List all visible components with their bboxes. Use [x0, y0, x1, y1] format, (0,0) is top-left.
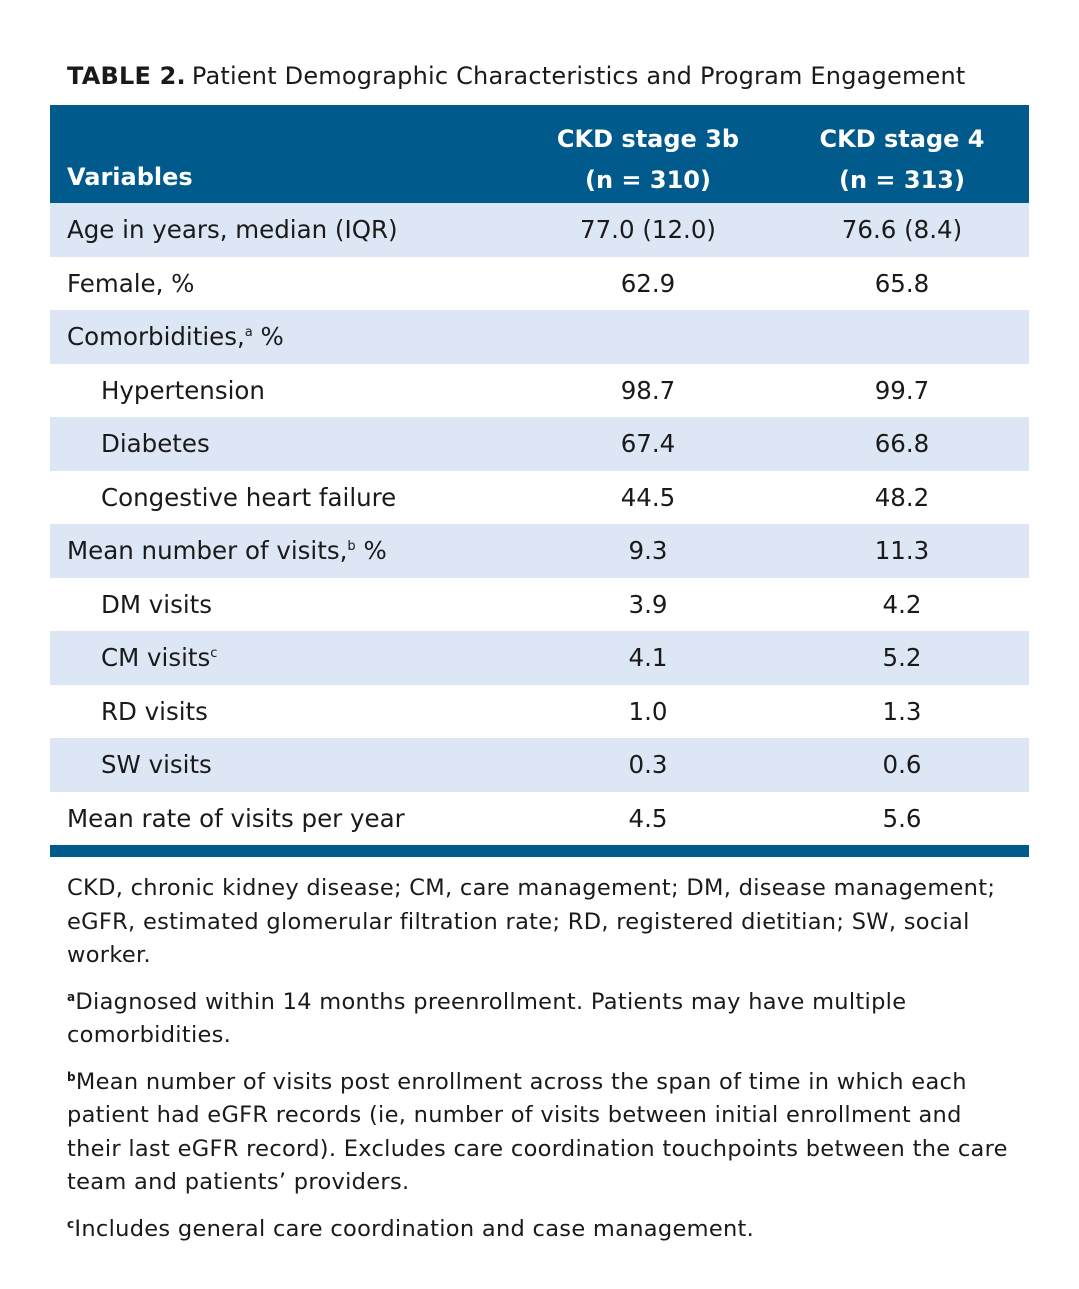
- footnote-text: Mean number of visits post enrollment ac…: [67, 1068, 1008, 1196]
- row-label-cell: RD visits: [50, 697, 521, 726]
- row-label-cell: SW visits: [50, 750, 521, 779]
- table-row: Age in years, median (IQR) 77.0 (12.0) 76.…: [50, 203, 1029, 257]
- header-cell: Variables: [50, 163, 521, 203]
- cell-value: 76.6 (8.4): [841, 215, 963, 245]
- cell-value: 77.0 (12.0): [579, 215, 716, 245]
- cell-value: 99.7: [874, 375, 930, 405]
- row-label: SW visits: [101, 750, 212, 780]
- cell-value: 62.9: [620, 268, 676, 298]
- row-unit: %: [363, 536, 387, 566]
- cell-value: 11.3: [874, 536, 930, 566]
- cell-value: 98.7: [620, 375, 676, 405]
- cell-value: 1.0: [628, 696, 668, 726]
- cell-value: 66.8: [874, 429, 930, 459]
- row-label-cell: CM visitsc: [50, 643, 521, 672]
- cell-value: 44.5: [620, 482, 676, 512]
- cell-value: 5.2: [882, 643, 922, 673]
- table-row: Mean number of visits,b % 9.3 11.3: [50, 524, 1029, 578]
- table-row: SW visits 0.3 0.6: [50, 738, 1029, 792]
- cell-value: 4.1: [628, 643, 668, 673]
- table-title: TABLE 2. Patient Demographic Characterist…: [67, 62, 966, 90]
- footnote: aDiagnosed within 14 months preenrollmen…: [67, 981, 1017, 1053]
- row-label: Mean rate of visits per year: [67, 803, 405, 833]
- cell-value: 5.6: [882, 803, 922, 833]
- row-label-cell: Female, %: [50, 269, 521, 298]
- footnote-marker: c: [67, 1216, 75, 1231]
- header-label: CKD stage 4: [819, 125, 985, 153]
- cell-value: 4.5: [628, 803, 668, 833]
- footnote: bMean number of visits post enrollment a…: [67, 1061, 1017, 1200]
- row-label-cell: Age in years, median (IQR): [50, 215, 521, 244]
- header-n: (n = 313): [839, 166, 965, 194]
- footnote-marker: c: [210, 646, 218, 662]
- table: Variables CKD stage 3b (n = 310) CKD stage …: [50, 105, 1029, 857]
- cell-value: 1.3: [882, 696, 922, 726]
- table-row: Mean rate of visits per year 4.5 5.6: [50, 792, 1029, 846]
- table-row: Hypertension 98.7 99.7: [50, 364, 1029, 418]
- table-row: Female, % 62.9 65.8: [50, 257, 1029, 311]
- footnote-marker: a: [244, 325, 253, 341]
- cell-value: 4.2: [882, 589, 922, 619]
- cell-value: 3.9: [628, 589, 668, 619]
- row-label: Mean number of visits,: [67, 536, 348, 566]
- cell-value: 0.3: [628, 750, 668, 780]
- row-label: Hypertension: [101, 375, 265, 405]
- header-label: Variables: [67, 163, 193, 191]
- table-row: Diabetes 67.4 66.8: [50, 417, 1029, 471]
- footnote-text: Diagnosed within 14 months preenrollment…: [67, 988, 907, 1049]
- header-cell: CKD stage 4 (n = 313): [775, 105, 1029, 203]
- row-label-cell: Hypertension: [50, 376, 521, 405]
- title-text: Patient Demographic Characteristics and …: [191, 62, 966, 90]
- cell-value: 9.3: [628, 536, 668, 566]
- table-row: DM visits 3.9 4.2: [50, 578, 1029, 632]
- header-label: CKD stage 3b: [556, 125, 740, 153]
- row-label-cell: DM visits: [50, 590, 521, 619]
- row-label-cell: Mean rate of visits per year: [50, 804, 521, 833]
- table-header: Variables CKD stage 3b (n = 310) CKD stage …: [50, 105, 1029, 203]
- row-label: Female, %: [67, 268, 195, 298]
- footnote-marker: b: [67, 1069, 76, 1084]
- row-label-cell: Diabetes: [50, 429, 521, 458]
- cell-value: 0.6: [882, 750, 922, 780]
- table-row: CM visitsc 4.1 5.2: [50, 631, 1029, 685]
- table-row: Comorbidities,a %: [50, 310, 1029, 364]
- row-label: DM visits: [101, 589, 213, 619]
- table-row: RD visits 1.0 1.3: [50, 685, 1029, 739]
- row-label-cell: Comorbidities,a %: [50, 322, 521, 351]
- row-label: CM visits: [101, 643, 211, 673]
- table-row: Congestive heart failure 44.5 48.2: [50, 471, 1029, 525]
- row-label: Diabetes: [101, 429, 210, 459]
- cell-value: 48.2: [874, 482, 930, 512]
- row-label: Congestive heart failure: [101, 482, 397, 512]
- footnote: cIncludes general care coordination and …: [67, 1208, 1017, 1247]
- table-body: Age in years, median (IQR) 77.0 (12.0) 76.…: [50, 203, 1029, 845]
- row-unit: %: [260, 322, 284, 352]
- header-cell: CKD stage 3b (n = 310): [521, 105, 775, 203]
- cell-value: 65.8: [874, 268, 930, 298]
- row-label-cell: Congestive heart failure: [50, 483, 521, 512]
- footnote-marker: b: [347, 539, 356, 555]
- row-label-cell: Mean number of visits,b %: [50, 536, 521, 565]
- footnotes: CKD, chronic kidney disease; CM, care ma…: [67, 872, 1017, 1254]
- row-label: Age in years, median (IQR): [67, 215, 398, 245]
- row-label: Comorbidities,: [67, 322, 245, 352]
- footnote-text: Includes general care coordination and c…: [74, 1215, 755, 1242]
- row-label: RD visits: [101, 696, 208, 726]
- table-label: TABLE 2.: [67, 62, 186, 90]
- header-n: (n = 310): [585, 166, 711, 194]
- abbreviations: CKD, chronic kidney disease; CM, care ma…: [67, 875, 996, 968]
- footnote-marker: a: [67, 989, 76, 1004]
- cell-value: 67.4: [620, 429, 676, 459]
